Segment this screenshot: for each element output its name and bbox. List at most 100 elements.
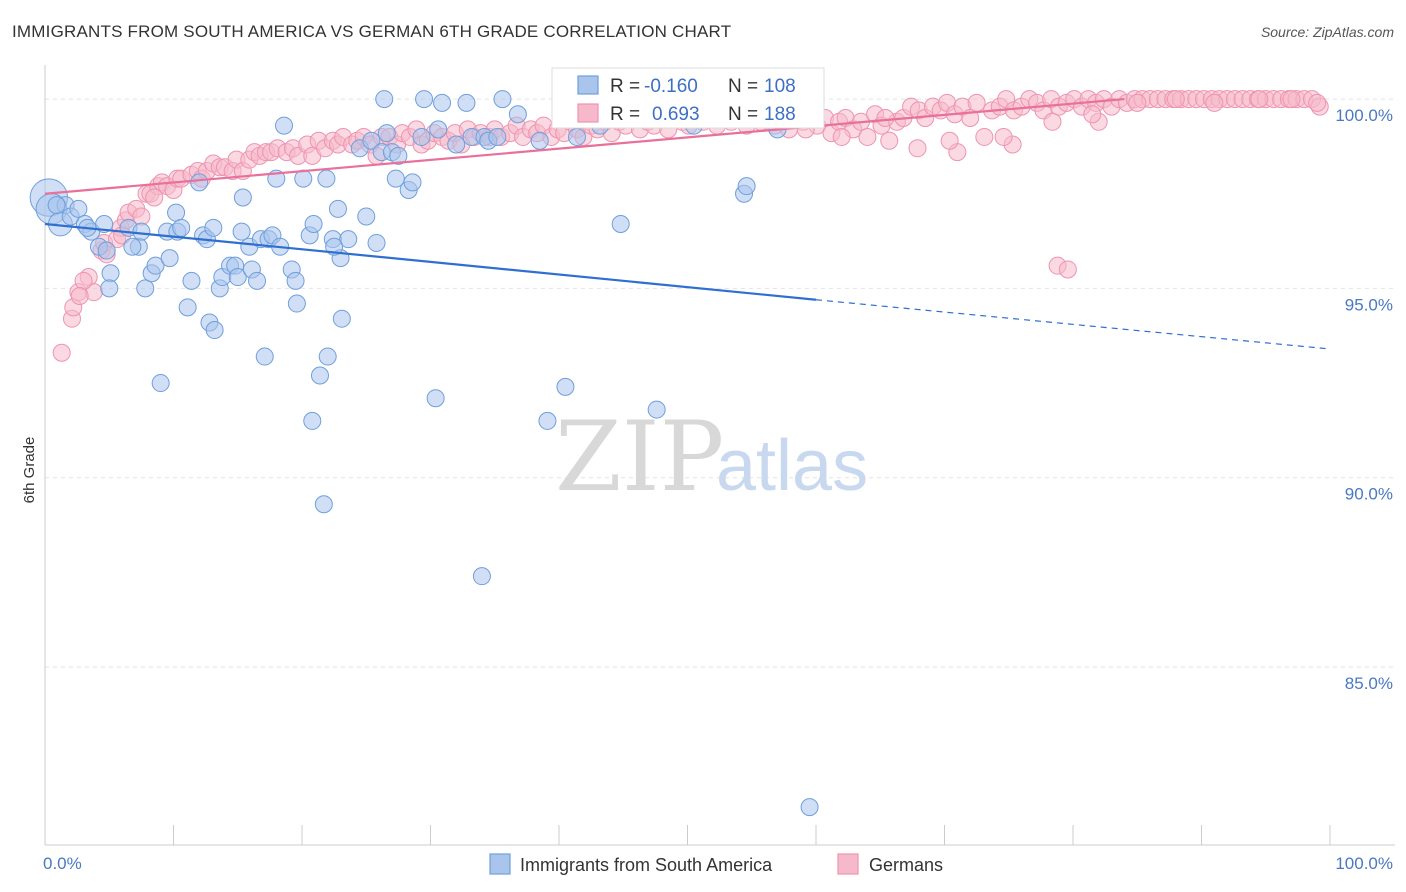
south-america-point-15 xyxy=(136,279,155,298)
south-america-point-80 xyxy=(457,93,476,112)
south-america-point-10 xyxy=(101,264,120,283)
stats-r-value-pink: 0.693 xyxy=(652,104,700,125)
y-tick-label-3: 85.0% xyxy=(1345,674,1393,693)
south-america-point-71 xyxy=(386,169,405,188)
south-america-point-78 xyxy=(433,93,452,112)
trend-line-germans xyxy=(44,97,1125,195)
germans-point-139 xyxy=(975,127,994,146)
south-america-point-22 xyxy=(172,218,191,237)
stats-n-label-pink: N = xyxy=(728,104,758,125)
south-america-point-35 xyxy=(228,268,247,287)
stats-swatch-pink xyxy=(577,103,599,123)
germans-point-126 xyxy=(880,131,899,150)
south-america-point-94 xyxy=(647,400,666,419)
legend-label-germans: Germans xyxy=(869,855,943,875)
south-america-point-29 xyxy=(204,218,223,237)
y-tick-label-2: 90.0% xyxy=(1345,485,1393,504)
south-america-point-20 xyxy=(167,203,186,222)
y-tick-label-1: 95.0% xyxy=(1345,295,1393,314)
germans-point-0 xyxy=(52,343,71,362)
legend-swatch-blue xyxy=(489,853,511,875)
south-america-point-17 xyxy=(146,256,165,275)
south-america-point-36 xyxy=(232,222,251,241)
south-america-point-67 xyxy=(367,233,386,252)
germans-point-184 xyxy=(1043,112,1062,131)
south-america-point-37 xyxy=(233,188,252,207)
stats-n-label-blue: N = xyxy=(728,76,758,97)
germans-point-194 xyxy=(940,131,959,150)
south-america-point-63 xyxy=(339,230,358,249)
south-america-point-75 xyxy=(415,90,434,109)
south-america-point-101 xyxy=(123,237,142,256)
trend-line-south-america-extension xyxy=(815,299,1331,350)
germans-point-204 xyxy=(1282,90,1301,109)
germans-point-200 xyxy=(145,188,164,207)
germans-point-123 xyxy=(858,127,877,146)
south-america-point-57 xyxy=(317,169,336,188)
south-america-point-99 xyxy=(800,798,819,817)
south-america-point-76 xyxy=(412,127,431,146)
legend-label-south-america: Immigrants from South America xyxy=(520,855,773,875)
germans-point-207 xyxy=(1128,93,1147,112)
south-america-point-9 xyxy=(95,215,114,234)
south-america-point-88 xyxy=(530,131,549,150)
x-tick-labels: 0.0% 100.0% xyxy=(43,854,1393,873)
germans-point-192 xyxy=(1058,260,1077,279)
legend: Immigrants from South America Germans xyxy=(489,853,943,875)
stats-r-label-pink: R = xyxy=(610,104,640,125)
germans-point-202 xyxy=(1205,93,1224,112)
x-tick-label-0: 0.0% xyxy=(43,854,82,873)
germans-point-197 xyxy=(70,286,89,305)
south-america-point-50 xyxy=(287,294,306,313)
south-america-point-24 xyxy=(182,271,201,290)
south-america-point-79 xyxy=(447,135,466,154)
germans-point-188 xyxy=(876,109,895,128)
germans-point-205 xyxy=(1308,93,1327,112)
south-america-point-14 xyxy=(132,222,151,241)
chart-title: IMMIGRANTS FROM SOUTH AMERICA VS GERMAN … xyxy=(12,22,732,41)
south-america-point-56 xyxy=(314,495,333,514)
south-america-point-77 xyxy=(426,389,445,408)
south-america-point-58 xyxy=(318,347,337,366)
germans-point-206 xyxy=(1166,90,1185,109)
south-america-point-25 xyxy=(190,173,209,192)
legend-item-germans[interactable]: Germans xyxy=(837,853,943,875)
watermark-atlas: atlas xyxy=(716,426,868,506)
south-america-point-23 xyxy=(178,298,197,317)
south-america-point-74 xyxy=(403,173,422,192)
south-america-point-49 xyxy=(286,271,305,290)
south-america-point-104 xyxy=(377,124,396,143)
south-america-point-91 xyxy=(567,127,586,146)
germans-point-186 xyxy=(994,127,1013,146)
south-america-point-55 xyxy=(310,366,329,385)
south-america-point-87 xyxy=(508,105,527,124)
stats-r-value-blue: -0.160 xyxy=(644,76,698,97)
germans-point-201 xyxy=(1083,105,1102,124)
south-america-point-62 xyxy=(332,309,351,328)
grid-lines xyxy=(45,98,1395,668)
watermark-zip: ZIP xyxy=(555,401,724,513)
south-america-point-60 xyxy=(328,199,347,218)
trend-lines xyxy=(44,97,1331,350)
y-tick-labels: 100.0% 95.0% 90.0% 85.0% xyxy=(1335,106,1393,693)
south-america-point-106 xyxy=(47,196,66,215)
south-america-point-47 xyxy=(275,116,294,135)
germans-point-187 xyxy=(908,139,927,158)
south-america-point-72 xyxy=(389,146,408,165)
stats-n-value-pink: 188 xyxy=(764,104,796,125)
germans-point-203 xyxy=(1250,90,1269,109)
south-america-point-97 xyxy=(737,177,756,196)
south-america-point-5 xyxy=(69,199,88,218)
south-america-point-89 xyxy=(538,411,557,430)
south-america-point-66 xyxy=(362,131,381,150)
legend-item-south-america[interactable]: Immigrants from South America xyxy=(489,853,773,875)
south-america-point-40 xyxy=(248,271,267,290)
legend-swatch-pink xyxy=(837,853,859,875)
south-america-point-84 xyxy=(472,567,491,586)
germans-point-138 xyxy=(967,93,986,112)
south-america-point-54 xyxy=(304,215,323,234)
south-america-point-102 xyxy=(151,374,170,393)
source-label: Source: ZipAtlas.com xyxy=(1260,24,1394,40)
south-america-point-93 xyxy=(611,215,630,234)
south-america-point-42 xyxy=(255,347,274,366)
